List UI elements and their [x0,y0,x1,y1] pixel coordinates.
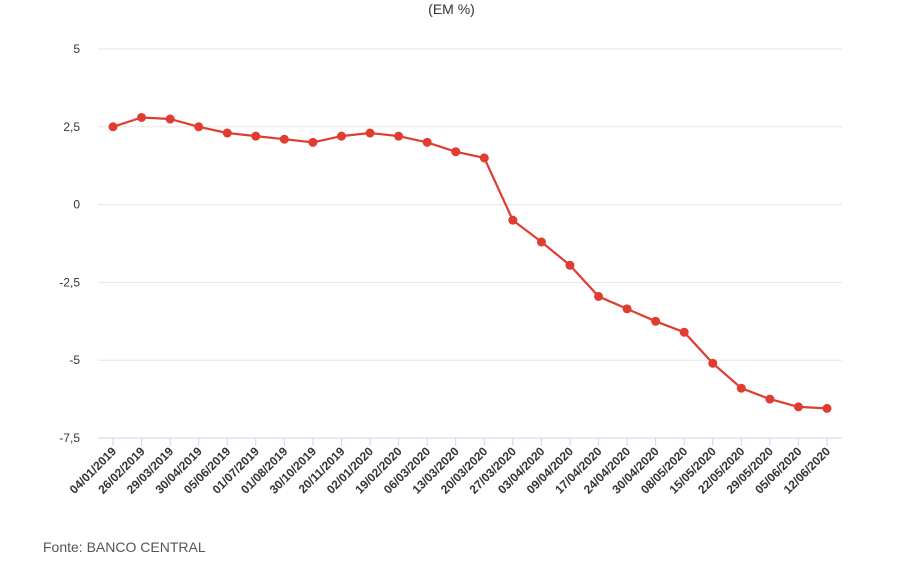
chart-subtitle: (EM %) [428,1,475,17]
y-tick-label: -5 [69,353,80,367]
data-point [565,260,575,270]
data-point [422,137,432,147]
data-point [137,112,147,122]
data-point [251,131,261,141]
data-point [194,122,204,132]
y-axis-ticks: 5 2,5 0 -2,5 -5 -7,5 [59,42,80,445]
series-line [112,116,828,410]
y-tick-label: 0 [73,198,80,212]
gridlines [98,48,842,361]
chart-source: Fonte: BANCO CENTRAL [43,539,206,555]
data-point [365,128,375,138]
data-point [708,358,718,368]
data-point [451,147,461,157]
data-point [822,403,832,413]
data-point [622,304,632,314]
data-point [336,131,346,141]
series-points [108,112,832,413]
data-point [279,134,289,144]
data-point [793,402,803,412]
data-point [536,237,546,247]
data-point [651,316,661,326]
y-tick-label: -2,5 [59,275,80,289]
data-point [222,128,232,138]
data-point [679,327,689,337]
data-point [394,131,404,141]
data-point [308,137,318,147]
y-tick-label: 5 [73,42,80,56]
data-point [479,153,489,163]
data-point [165,114,175,124]
data-point [508,215,518,225]
y-tick-label: 2,5 [63,120,80,134]
data-point [594,291,604,301]
data-point [108,122,118,132]
data-point [765,394,775,404]
y-tick-label: -7,5 [59,431,80,445]
x-axis-ticks: 04/01/201926/02/201929/03/201930/04/2019… [67,438,833,497]
data-point [736,383,746,393]
